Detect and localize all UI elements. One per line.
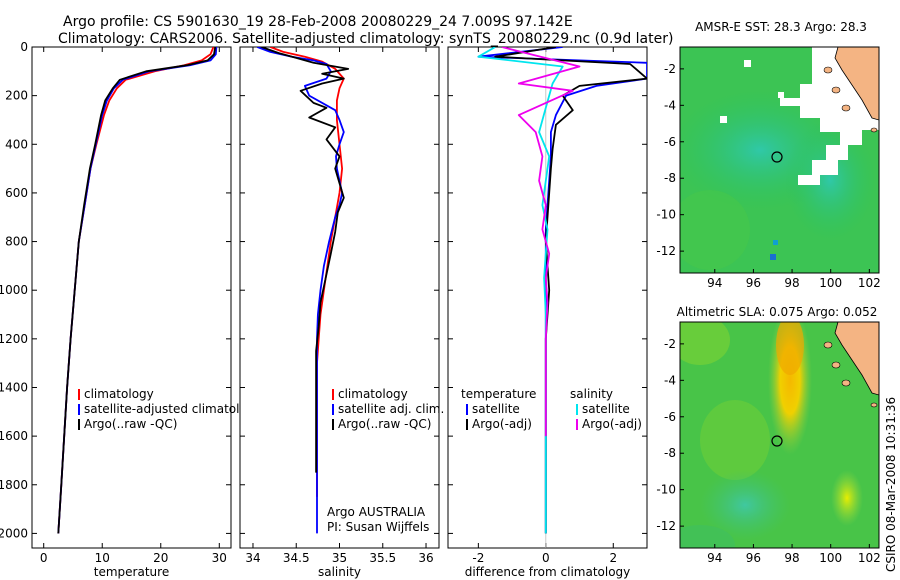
legend-label: satellite-adjusted climatolog xyxy=(84,402,254,416)
y-tick-label: 1600 xyxy=(0,429,28,443)
side-timestamp: CSIRO 08-Mar-2008 10:31:36 xyxy=(884,397,898,572)
sst-map-title: AMSR-E SST: 28.3 Argo: 28.3 xyxy=(695,20,867,34)
map-x-tick-label: 94 xyxy=(707,551,722,565)
series-group xyxy=(256,47,350,534)
y-tick-label: 800 xyxy=(5,235,28,249)
y-tick-label: 0 xyxy=(20,40,28,54)
series-line-3 xyxy=(261,47,350,473)
x-tick-label: 0 xyxy=(542,551,550,565)
x-tick-label: 34 xyxy=(245,551,260,565)
map-x-tick-label: 102 xyxy=(858,276,881,290)
x-tick-label: 0 xyxy=(40,551,48,565)
annotation-text: PI: Susan Wijffels xyxy=(327,520,429,534)
legend-label: satellite xyxy=(472,402,520,416)
y-tick-label: 200 xyxy=(5,89,28,103)
map-y-tick-label: -10 xyxy=(656,483,676,497)
y-tick-label: 400 xyxy=(5,137,28,151)
sst-map-ticks: 94 96 98 100 102 -2 -4 -6 -8 -10 -12 xyxy=(656,62,880,290)
legend-label: Argo(..raw -QC) xyxy=(84,417,177,431)
y-tick-label: 1400 xyxy=(0,380,28,394)
sla-map-frame xyxy=(679,321,880,549)
x-tick-label: 10 xyxy=(95,551,110,565)
x-axis-label: salinity xyxy=(318,565,361,579)
sla-map-ticks: 94 96 98 100 102 -2 -4 -6 -8 -10 -12 xyxy=(656,337,880,565)
legend-label: temperature xyxy=(461,387,536,401)
map-y-tick-label: -6 xyxy=(664,410,676,424)
legend-label: climatology xyxy=(338,387,408,401)
legend-label: Argo(-adj) xyxy=(582,417,642,431)
map-y-tick-label: -4 xyxy=(664,98,676,112)
sla-map: Altimetric SLA: 0.075 Argo: 0.052 94 96 98… xyxy=(656,305,880,565)
legend-label: satellite adj. clim. xyxy=(338,402,444,416)
map-x-tick-label: 102 xyxy=(858,551,881,565)
y-tick-label: 1200 xyxy=(0,332,28,346)
map-x-tick-label: 96 xyxy=(746,276,761,290)
sst-argo-marker xyxy=(771,151,783,163)
x-tick-label: 34.5 xyxy=(283,551,310,565)
legend-label: Argo(..raw -QC) xyxy=(338,417,431,431)
map-y-tick-label: -4 xyxy=(664,373,676,387)
y-tick-label: 600 xyxy=(5,186,28,200)
map-y-tick-label: -8 xyxy=(664,171,676,185)
figure-title-line1: Argo profile: CS 5901630_19 28-Feb-2008 … xyxy=(63,14,573,30)
map-x-tick-label: 98 xyxy=(784,551,799,565)
x-tick-label: -2 xyxy=(472,551,484,565)
map-y-tick-label: -8 xyxy=(664,446,676,460)
y-tick-label: 2000 xyxy=(0,526,28,540)
map-y-tick-label: -10 xyxy=(656,208,676,222)
plot-frame xyxy=(31,46,232,549)
sst-land xyxy=(834,47,879,121)
map-x-tick-label: 96 xyxy=(746,551,761,565)
map-x-tick-label: 98 xyxy=(784,276,799,290)
map-y-tick-label: -12 xyxy=(656,244,676,258)
x-axis-label: temperature xyxy=(94,565,169,579)
sla-map-title: Altimetric SLA: 0.075 Argo: 0.052 xyxy=(677,305,878,319)
x-tick-label: 20 xyxy=(153,551,168,565)
temperature-panel: 0 200 400 600 800 1000 1200 1400 1600 1800 2000 0 10… xyxy=(0,40,254,579)
sla-land xyxy=(834,322,879,396)
x-tick-label: 35 xyxy=(332,551,347,565)
x-tick-label: 36 xyxy=(418,551,433,565)
sla-map-field xyxy=(680,322,879,548)
legend-label: satellite xyxy=(582,402,630,416)
legend-label: salinity xyxy=(570,387,613,401)
legend-label: climatology xyxy=(84,387,154,401)
map-y-tick-label: -2 xyxy=(664,337,676,351)
salinity-panel: 34 34.5 35 35.5 36 salinity climatologysatelli… xyxy=(239,46,444,579)
legend-label: Argo(-adj) xyxy=(472,417,532,431)
plot-frame xyxy=(239,46,440,549)
y-tick-label: 1800 xyxy=(0,478,28,492)
x-tick-label: 2 xyxy=(609,551,617,565)
map-x-tick-label: 100 xyxy=(819,276,842,290)
map-y-tick-label: -6 xyxy=(664,135,676,149)
sla-argo-marker xyxy=(771,435,783,447)
figure-title-line2: Climatology: CARS2006. Satellite-adjuste… xyxy=(58,31,673,47)
map-x-tick-label: 94 xyxy=(707,276,722,290)
x-tick-label: 35.5 xyxy=(369,551,396,565)
sst-map-field xyxy=(680,47,879,273)
x-tick-label: 30 xyxy=(212,551,227,565)
annotation-text: Argo AUSTRALIA xyxy=(327,505,426,519)
y-tick-label: 1000 xyxy=(0,283,28,297)
map-y-tick-label: -2 xyxy=(664,62,676,76)
sst-map: AMSR-E SST: 28.3 Argo: 28.3 94 96 98 100 102… xyxy=(656,20,880,290)
sst-map-frame xyxy=(679,46,880,274)
x-axis-label: difference from climatology xyxy=(465,565,631,579)
map-y-tick-label: -12 xyxy=(656,519,676,533)
map-x-tick-label: 100 xyxy=(819,551,842,565)
series-group xyxy=(57,47,218,534)
series-line-4 xyxy=(501,47,581,437)
series-line-3 xyxy=(57,47,217,534)
series-group xyxy=(477,47,647,534)
